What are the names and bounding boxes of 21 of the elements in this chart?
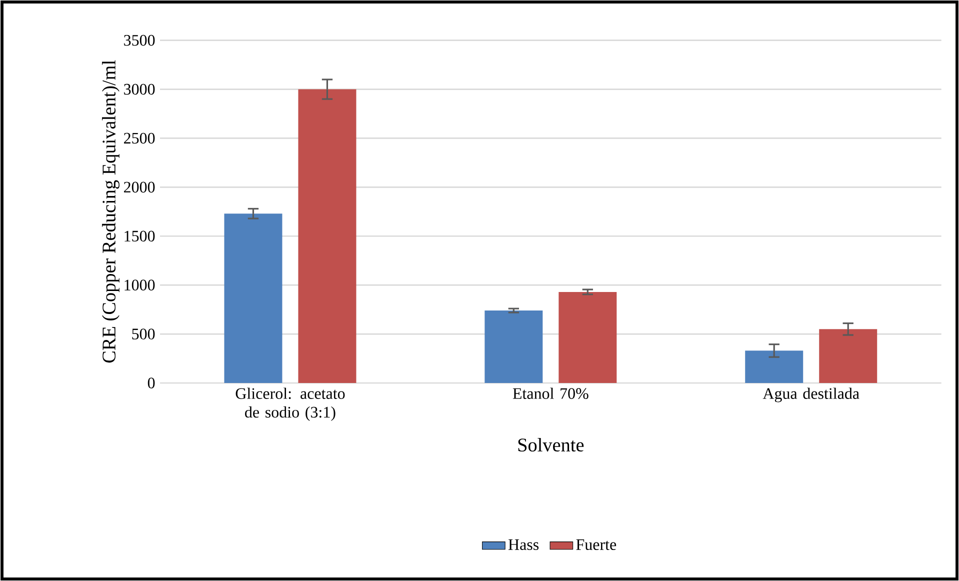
x-tick-label: Glicerol: acetato de sodio (3:1) [236,388,345,421]
legend-label: Hass [508,539,539,550]
bar [298,89,356,383]
y-tick-label: 1000 [124,280,155,290]
y-tick-label: 500 [132,328,155,340]
y-axis-title: CRE (Copper Reducing Equivalent)/ml [102,60,120,363]
bar [745,350,804,383]
y-tick-label: 3500 [124,34,155,46]
x-axis-title: Solvente [518,438,584,452]
y-tick-label: 1500 [124,230,155,242]
y-tick-label: 2500 [124,132,155,144]
legend-label: Fuerte [576,539,616,550]
y-tick-label: 3000 [124,84,155,95]
bar [484,310,543,383]
bar [558,292,617,383]
y-tick-label: 0 [148,378,155,388]
bar [819,329,878,383]
x-tick-label: Etanol 70% [512,388,588,400]
x-tick-label: Agua destilada [762,388,860,402]
bar [224,214,282,383]
y-tick-label: 2000 [124,182,155,193]
